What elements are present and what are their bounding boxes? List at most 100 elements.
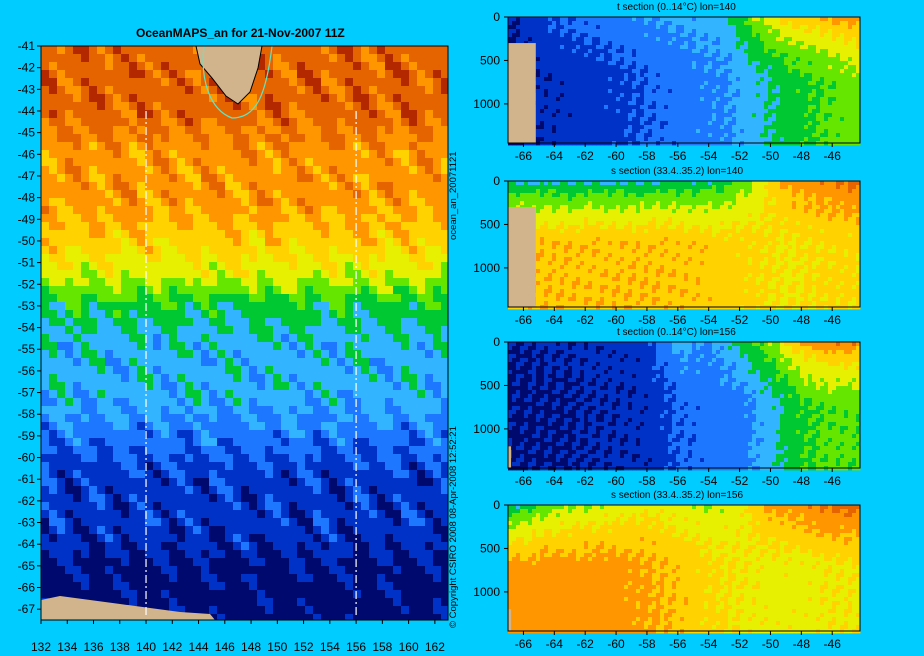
map-cell [345, 566, 354, 575]
map-cell [433, 526, 442, 535]
map-cell [265, 302, 274, 311]
map-cell [209, 78, 218, 87]
map-cell [49, 78, 58, 87]
section-cell [784, 17, 789, 22]
section-cell [760, 49, 765, 54]
map-cell [73, 566, 82, 575]
map-cell [313, 142, 322, 151]
map-cell [441, 318, 448, 327]
map-cell [281, 510, 290, 519]
map-cell [233, 382, 242, 391]
map-cell [321, 78, 330, 87]
map-cell [73, 558, 82, 567]
section-cell [784, 25, 789, 30]
map-cell [217, 558, 226, 567]
map-cell [161, 174, 170, 183]
map-cell [265, 510, 274, 519]
map-cell [377, 510, 386, 519]
map-cell [393, 438, 402, 447]
section-cell [744, 17, 749, 22]
map-cell [257, 294, 266, 303]
section-cell [696, 49, 701, 54]
map-cell [113, 262, 122, 271]
map-cell [233, 262, 242, 271]
map-cell [185, 470, 194, 479]
map-cell [297, 526, 306, 535]
map-cell [337, 262, 346, 271]
map-cell [73, 374, 82, 383]
map-cell [321, 582, 330, 591]
section-cell [676, 57, 681, 62]
section-cell [768, 29, 773, 34]
map-cell [353, 278, 362, 287]
map-cell [281, 326, 290, 335]
map-cell [289, 62, 298, 71]
map-cell [305, 78, 314, 87]
section-cell [808, 45, 813, 50]
map-cell [185, 582, 194, 591]
map-cell [369, 334, 378, 343]
map-cell [41, 574, 50, 583]
map-cell [201, 414, 210, 423]
map-cell [249, 230, 258, 239]
map-cell [201, 598, 210, 607]
map-cell [217, 166, 226, 175]
map-cell [265, 502, 274, 511]
section-cell [688, 41, 693, 46]
map-cell [417, 406, 426, 415]
section-cell [508, 21, 513, 26]
section-cell [532, 29, 537, 34]
map-cell [105, 390, 114, 399]
section-cell [620, 37, 625, 42]
map-cell [169, 358, 178, 367]
section-cell [600, 29, 605, 34]
map-cell [305, 526, 314, 535]
map-cell [273, 70, 282, 79]
section-cell [812, 41, 817, 46]
section-cell [580, 25, 585, 30]
map-cell [441, 302, 448, 311]
section-cell [732, 17, 737, 22]
map-cell [233, 470, 242, 479]
map-cell [113, 582, 122, 591]
map-cell [201, 174, 210, 183]
section-cell [776, 45, 781, 50]
section-cell [828, 25, 833, 30]
map-cell [265, 414, 274, 423]
section-cell [856, 29, 861, 34]
map-cell [169, 582, 178, 591]
map-cell [193, 246, 202, 255]
map-cell [289, 94, 298, 103]
map-cell [329, 534, 338, 543]
map-cell [217, 126, 226, 135]
map-cell [193, 438, 202, 447]
map-cell [161, 270, 170, 279]
map-cell [305, 422, 314, 431]
map-cell [201, 422, 210, 431]
map-cell [49, 182, 58, 191]
section-cell [532, 17, 537, 22]
map-cell [409, 430, 418, 439]
map-cell [49, 542, 58, 551]
map-y-tick-label: -45 [18, 126, 36, 140]
map-cell [233, 414, 242, 423]
map-cell [257, 598, 266, 607]
map-cell [209, 182, 218, 191]
map-cell [337, 246, 346, 255]
section-cell [524, 37, 529, 42]
map-cell [257, 550, 266, 559]
map-cell [225, 174, 234, 183]
section-cell [548, 17, 553, 22]
map-cell [289, 254, 298, 263]
map-cell [433, 494, 442, 503]
map-cell [417, 270, 426, 279]
map-cell [273, 486, 282, 495]
section-cell [516, 25, 521, 30]
map-cell [185, 462, 194, 471]
map-cell [361, 166, 370, 175]
section-cell [512, 25, 517, 30]
map-cell [89, 102, 98, 111]
map-cell [433, 518, 442, 527]
map-cell [273, 518, 282, 527]
section-cell [568, 45, 573, 50]
